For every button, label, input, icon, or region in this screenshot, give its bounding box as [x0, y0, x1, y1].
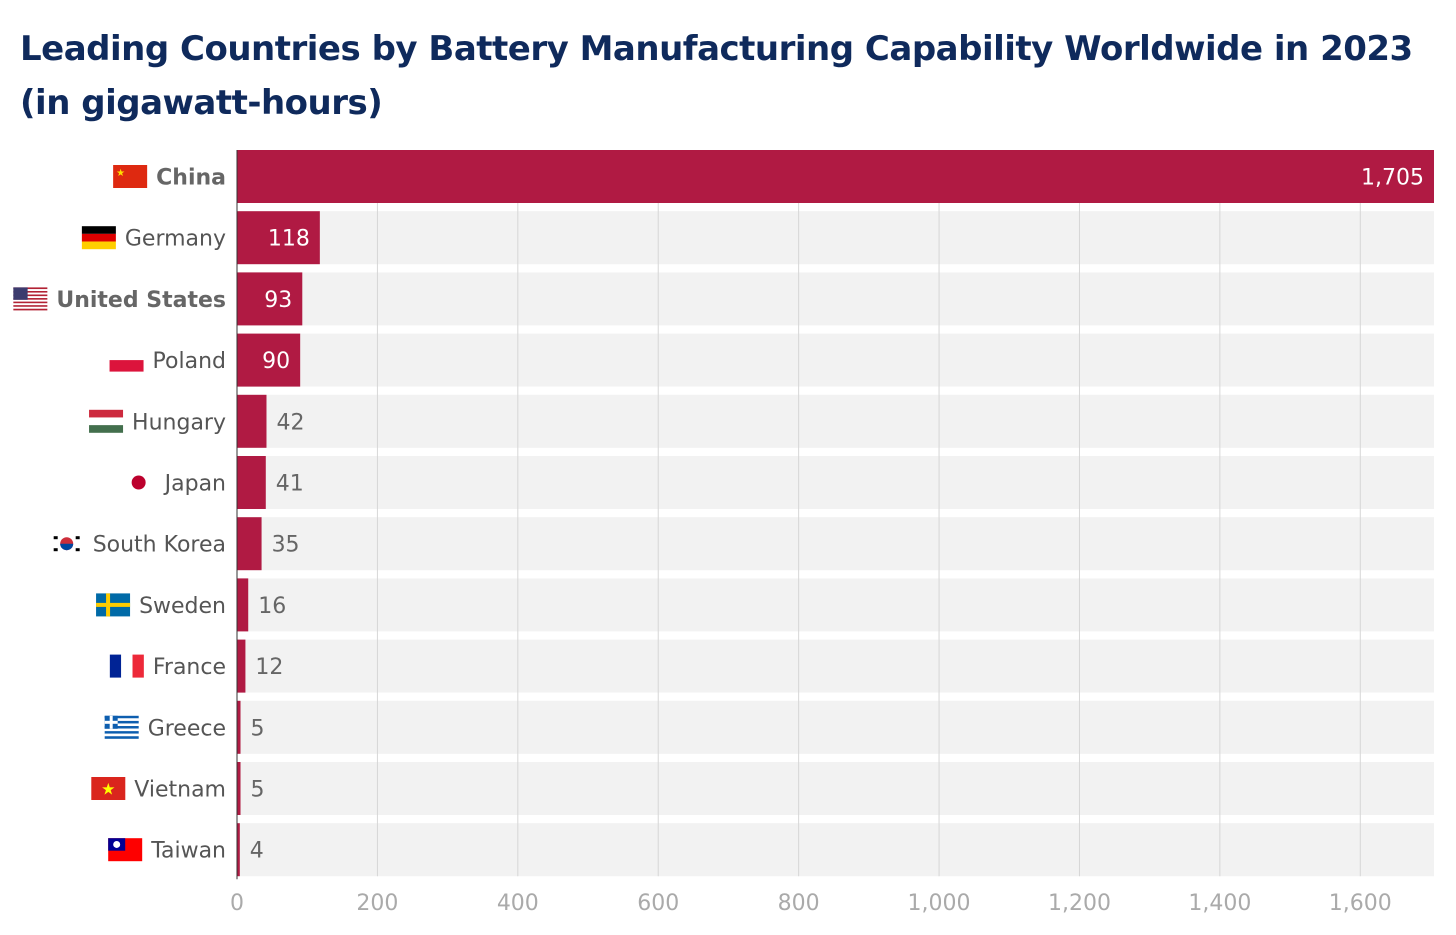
- category-label: South Korea: [93, 533, 226, 558]
- bar-track: [237, 823, 1434, 877]
- bar-germany[interactable]: [237, 211, 320, 265]
- bar-sweden[interactable]: [237, 578, 249, 632]
- category-label: Germany: [125, 227, 226, 252]
- tick-label: 1,600: [1329, 891, 1392, 916]
- tick-label: 1,000: [908, 891, 971, 916]
- taiwan-flag-icon: [108, 838, 143, 862]
- value-label: 41: [276, 472, 304, 497]
- value-label: 5: [251, 716, 265, 741]
- category-label: Greece: [148, 716, 226, 741]
- bar-greece[interactable]: [237, 700, 241, 754]
- value-label: 4: [250, 839, 264, 864]
- japan-flag-icon: [121, 471, 156, 494]
- bar-south-korea[interactable]: [237, 517, 262, 571]
- category-label: Taiwan: [150, 839, 226, 864]
- bar-vietnam[interactable]: [237, 762, 241, 815]
- value-label: 12: [255, 655, 283, 680]
- bar-france[interactable]: [237, 639, 246, 693]
- gridlines: [376, 150, 1361, 877]
- value-label: 118: [268, 227, 310, 252]
- tick-label: 400: [497, 891, 539, 916]
- tick-label: 600: [637, 891, 679, 916]
- category-label: China: [156, 166, 226, 191]
- x-axis: 0 200 400 600 800 1,000 1,200 1,400 1,600: [230, 891, 1392, 916]
- bar-track: [237, 456, 1434, 509]
- greece-flag-icon: [104, 715, 139, 739]
- bar-track: [237, 700, 1434, 754]
- svg-text:★: ★: [101, 780, 115, 799]
- sweden-flag-icon: [96, 593, 131, 617]
- bar-track: [237, 578, 1434, 632]
- bar-track: [237, 333, 1434, 387]
- united-states-flag-icon: [13, 287, 48, 311]
- svg-text:★: ★: [116, 168, 125, 179]
- category-label: Japan: [163, 472, 226, 497]
- value-label: 90: [262, 349, 290, 374]
- hungary-flag-icon: [89, 409, 124, 433]
- value-label: 5: [251, 778, 265, 803]
- bar-track: [237, 394, 1434, 448]
- bar-united-states[interactable]: [237, 272, 303, 326]
- chart-subtitle: (in gigawatt-hours): [20, 83, 383, 123]
- bar-tracks: [237, 150, 1434, 877]
- category-label: France: [153, 655, 226, 680]
- chart-title-main: Leading Countries by Battery Manufacturi…: [20, 29, 1413, 69]
- bar-china[interactable]: [237, 150, 1434, 203]
- bar-japan[interactable]: [237, 456, 266, 509]
- category-label: Sweden: [139, 594, 226, 619]
- france-flag-icon: [109, 654, 144, 678]
- bar-track: [237, 762, 1434, 815]
- tick-label: 1,200: [1048, 891, 1111, 916]
- value-label: 93: [264, 288, 292, 313]
- tick-label: 200: [356, 891, 398, 916]
- germany-flag-icon: [81, 226, 116, 250]
- bar-taiwan[interactable]: [237, 823, 240, 877]
- bar-track: [237, 211, 1434, 265]
- y-axis-labels: China ★ Germany United States Poland Hungary J…: [13, 165, 226, 864]
- value-label: 42: [276, 410, 304, 435]
- vietnam-flag-icon: ★: [91, 777, 126, 800]
- value-label: 35: [272, 533, 300, 558]
- bar-track: [237, 639, 1434, 693]
- bar-track: [237, 517, 1434, 571]
- china-flag-icon: ★: [113, 165, 148, 188]
- bars: 1,705 118 93 90 42 41 35 16 12 5 5 4: [237, 150, 1434, 877]
- value-label: 16: [258, 594, 286, 619]
- category-label: Vietnam: [134, 778, 226, 803]
- category-label: United States: [56, 288, 226, 313]
- bar-poland[interactable]: [237, 333, 301, 387]
- tick-label: 800: [778, 891, 820, 916]
- tick-label: 1,400: [1188, 891, 1251, 916]
- chart-title: Leading Countries by Battery Manufacturi…: [20, 22, 1440, 130]
- bar-hungary[interactable]: [237, 394, 267, 448]
- value-label: 1,705: [1361, 166, 1424, 191]
- category-label: Hungary: [132, 410, 226, 435]
- south-korea-flag-icon: [49, 532, 84, 556]
- category-label: Poland: [153, 349, 226, 374]
- poland-flag-icon: [109, 348, 144, 372]
- bar-track: [237, 272, 1434, 326]
- tick-label: 0: [230, 891, 244, 916]
